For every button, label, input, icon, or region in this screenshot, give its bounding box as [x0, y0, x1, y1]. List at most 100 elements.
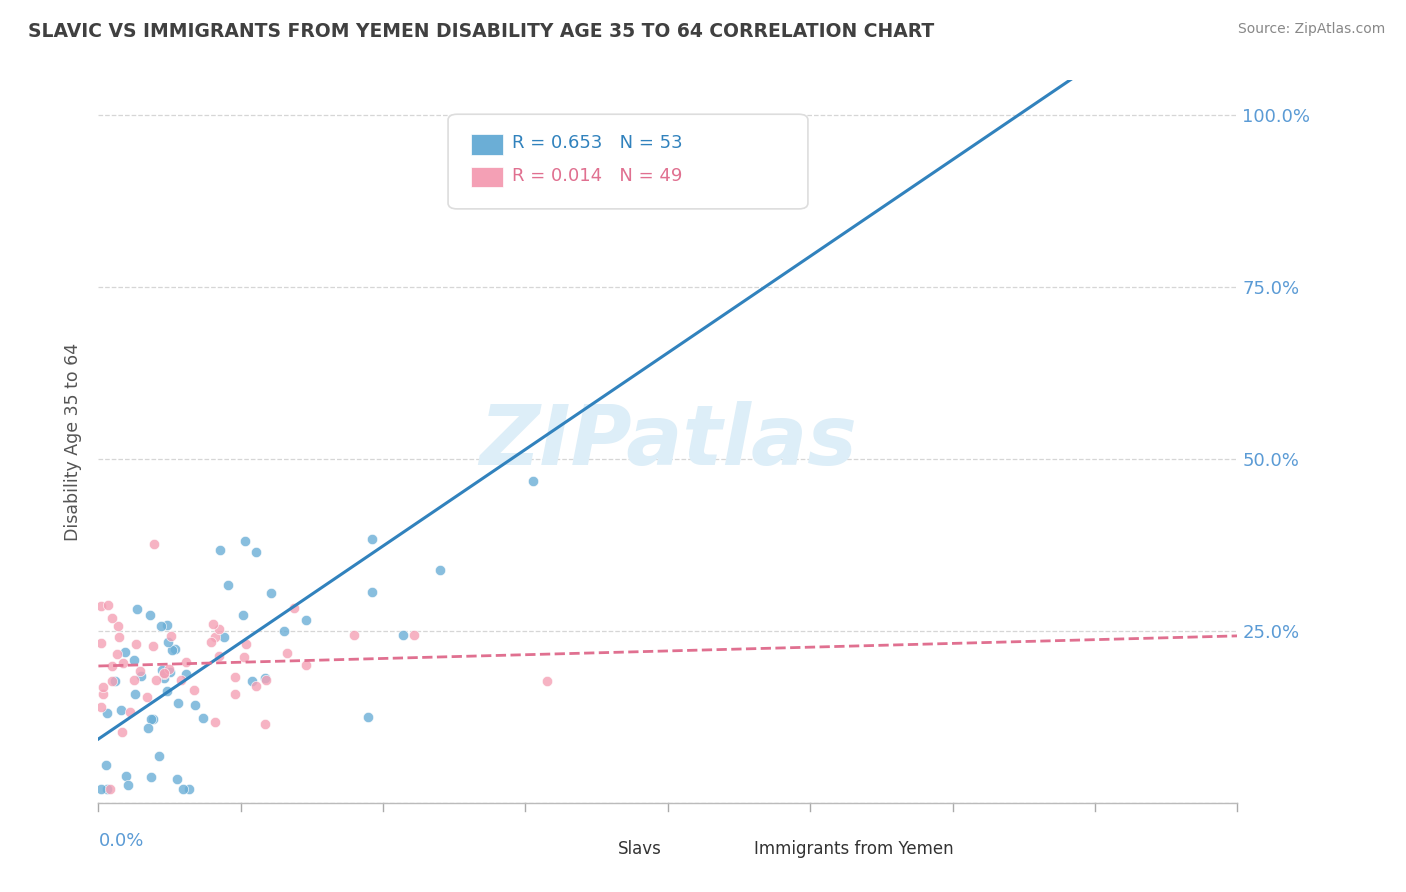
Point [143, 537, 166, 551]
Text: 0.0%: 0.0% [98, 831, 143, 850]
Point [108, 630, 131, 644]
Point [232, 608, 254, 623]
Point [127, 602, 149, 616]
Bar [471, 167, 503, 187]
Y-axis label: Disability Age 35 to 64: Disability Age 35 to 64 [63, 343, 82, 541]
Point [183, 682, 205, 697]
Point [209, 542, 232, 557]
Point [90, 599, 112, 613]
Point [114, 769, 136, 783]
Point [614, 194, 637, 208]
Point [174, 656, 197, 670]
Point [153, 671, 176, 685]
Point [122, 673, 145, 688]
Point [96, 758, 118, 772]
Point [245, 679, 267, 693]
Point [111, 725, 134, 739]
Point [202, 617, 225, 632]
Point [172, 782, 194, 797]
Point [294, 658, 316, 673]
Point [122, 653, 145, 667]
Point [536, 674, 558, 689]
Text: Immigrants from Yemen: Immigrants from Yemen [755, 840, 955, 858]
Point [118, 705, 141, 719]
Point [184, 698, 207, 712]
Point [101, 659, 124, 673]
Point [191, 711, 214, 725]
Point [402, 628, 425, 642]
Point [157, 662, 180, 676]
Point [360, 532, 382, 546]
Point [153, 666, 176, 681]
Point [233, 533, 256, 548]
Point [177, 782, 200, 797]
Point [522, 474, 544, 488]
Text: R = 0.653   N = 53: R = 0.653 N = 53 [512, 134, 682, 153]
Point [166, 696, 188, 710]
Point [357, 710, 380, 724]
Point [104, 673, 127, 688]
Text: R = 0.014   N = 49: R = 0.014 N = 49 [512, 167, 682, 185]
Point [235, 637, 257, 651]
Text: SLAVIC VS IMMIGRANTS FROM YEMEN DISABILITY AGE 35 TO 64 CORRELATION CHART: SLAVIC VS IMMIGRANTS FROM YEMEN DISABILI… [28, 22, 935, 41]
Point [159, 629, 181, 643]
Point [254, 673, 277, 687]
Point [136, 721, 159, 735]
Point [200, 635, 222, 649]
Point [245, 545, 267, 559]
Point [100, 674, 122, 689]
Bar [723, 841, 748, 857]
Point [101, 610, 124, 624]
Point [139, 608, 162, 623]
Point [273, 624, 295, 639]
Point [112, 656, 135, 670]
Point [294, 613, 316, 627]
Point [156, 617, 179, 632]
Point [166, 772, 188, 786]
Point [283, 601, 305, 615]
Point [343, 627, 366, 641]
Point [110, 703, 132, 717]
Point [253, 717, 276, 731]
Point [150, 663, 173, 677]
Point [141, 712, 163, 726]
Point [98, 782, 121, 797]
Point [204, 630, 226, 644]
Point [276, 646, 298, 660]
Point [91, 687, 114, 701]
Point [107, 618, 129, 632]
Point [128, 664, 150, 678]
Point [165, 642, 187, 657]
Point [142, 712, 165, 726]
Point [224, 670, 246, 684]
Point [254, 671, 277, 685]
Point [149, 618, 172, 632]
Point [156, 684, 179, 698]
Point [131, 669, 153, 683]
Point [114, 645, 136, 659]
Point [260, 586, 283, 600]
Point [148, 749, 170, 764]
FancyBboxPatch shape [449, 114, 808, 209]
Point [124, 637, 146, 651]
Point [142, 639, 165, 653]
Point [159, 665, 181, 680]
Point [97, 598, 120, 612]
Point [169, 673, 191, 688]
Point [90, 636, 112, 650]
Point [204, 715, 226, 730]
Point [392, 628, 415, 642]
Point [208, 623, 231, 637]
Point [240, 673, 263, 688]
Bar [585, 841, 610, 857]
Point [157, 635, 180, 649]
Text: Source: ZipAtlas.com: Source: ZipAtlas.com [1237, 22, 1385, 37]
Point [429, 563, 451, 577]
Point [153, 667, 176, 681]
Point [217, 578, 239, 592]
Point [176, 667, 198, 681]
Point [90, 700, 112, 714]
Point [91, 680, 114, 694]
Point [96, 782, 118, 797]
Point [124, 687, 146, 701]
